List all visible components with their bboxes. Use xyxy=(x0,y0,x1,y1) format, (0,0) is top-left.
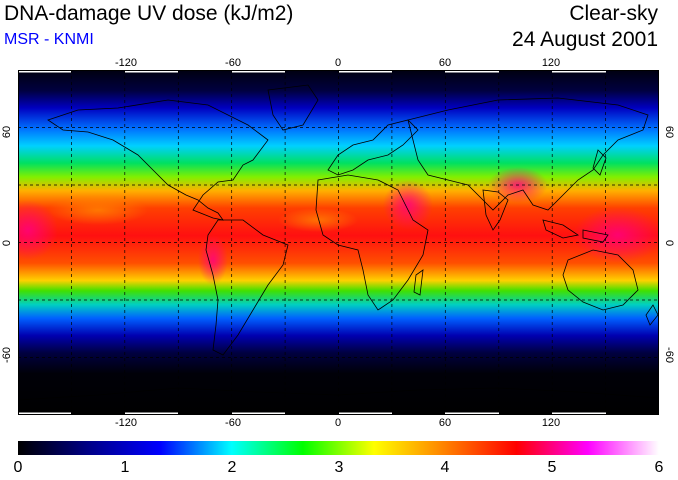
lon-tick-top: -60 xyxy=(225,57,241,69)
sky-condition-label: Clear-sky xyxy=(569,2,658,25)
lon-tick-bottom: -120 xyxy=(114,417,138,429)
uv-cloud-patch xyxy=(48,195,148,225)
lat-tick-left: -60 xyxy=(1,347,13,363)
lon-tick-top: 120 xyxy=(541,57,561,69)
map-frame xyxy=(18,70,659,415)
colorbar-label: 4 xyxy=(440,459,450,476)
lat-tick-right: 60 xyxy=(663,125,675,139)
uv-hotspot xyxy=(198,235,228,285)
uv-cloud-patch xyxy=(278,208,358,232)
coastlines xyxy=(18,84,659,401)
lon-tick-bottom: 120 xyxy=(541,417,561,429)
lon-tick-top: 0 xyxy=(334,57,342,69)
lon-tick-bottom: -60 xyxy=(225,417,241,429)
map-title: DNA-damage UV dose (kJ/m2) xyxy=(4,2,294,25)
lon-tick-bottom: 0 xyxy=(334,417,342,429)
uv-hotspot xyxy=(18,200,58,260)
colorbar-label: 1 xyxy=(120,459,130,476)
lat-tick-left: 0 xyxy=(1,239,13,247)
colorbar-label: 2 xyxy=(227,459,237,476)
uv-hotspot xyxy=(573,207,659,263)
lat-tick-left: 60 xyxy=(1,125,13,139)
colorbar-label: 5 xyxy=(547,459,557,476)
source-label: MSR - KNMI xyxy=(4,31,94,48)
uv-dose-map xyxy=(18,70,659,415)
lon-tick-top: -120 xyxy=(114,57,138,69)
lat-tick-right: -60 xyxy=(663,347,675,363)
graticule xyxy=(18,70,659,415)
lon-tick-bottom: 60 xyxy=(438,417,452,429)
colorbar-label: 3 xyxy=(334,459,344,476)
lat-tick-right: 0 xyxy=(663,239,675,247)
lon-tick-top: 60 xyxy=(438,57,452,69)
uv-hotspot xyxy=(383,180,433,230)
uv-dose-map-svg xyxy=(18,70,659,415)
colorbar-label: 0 xyxy=(13,459,23,476)
date-label: 24 August 2001 xyxy=(512,28,658,51)
colorbar-label: 6 xyxy=(654,459,664,476)
colorbar xyxy=(18,441,659,455)
